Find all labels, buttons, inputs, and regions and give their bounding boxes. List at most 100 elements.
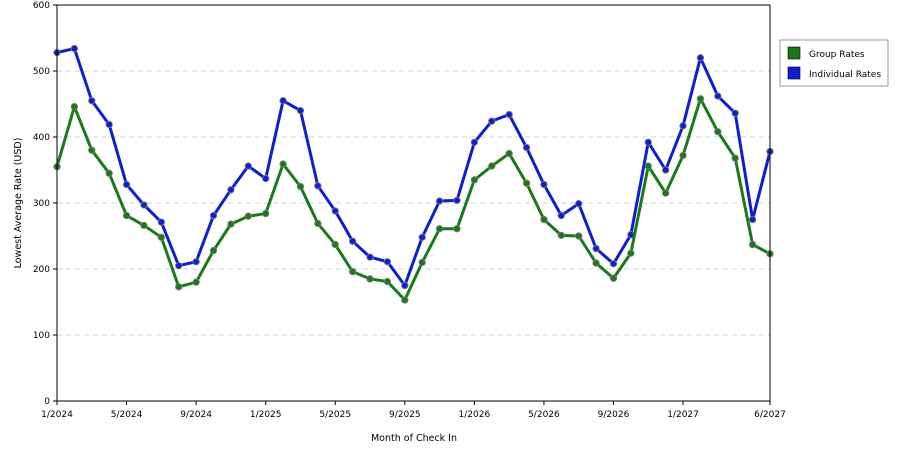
- data-point-individual-rates: [731, 109, 739, 117]
- data-point-group-rates: [314, 219, 322, 228]
- data-point-individual-rates: [366, 253, 374, 261]
- data-point-group-rates: [714, 128, 722, 136]
- data-point-individual-rates: [418, 233, 426, 241]
- y-tick-label: 500: [33, 67, 50, 77]
- data-point-individual-rates: [592, 244, 600, 253]
- data-point-individual-rates: [748, 215, 757, 224]
- y-tick-label: 200: [33, 265, 50, 275]
- x-tick-label: 6/2027: [754, 410, 786, 420]
- data-point-group-rates: [731, 154, 739, 162]
- data-point-individual-rates: [540, 180, 548, 189]
- data-point-individual-rates: [105, 120, 113, 129]
- data-point-individual-rates: [522, 143, 531, 152]
- x-tick-label: 1/2026: [459, 410, 491, 420]
- x-tick-label: 1/2027: [667, 410, 699, 420]
- data-point-group-rates: [157, 233, 165, 241]
- series-line-individual-rates: [56, 47, 772, 287]
- data-point-individual-rates: [348, 237, 357, 245]
- data-point-individual-rates: [453, 196, 461, 205]
- data-point-individual-rates: [401, 281, 409, 290]
- data-point-individual-rates: [609, 260, 618, 268]
- x-tick-label: 1/2025: [250, 410, 282, 420]
- data-point-individual-rates: [209, 211, 218, 220]
- data-point-group-rates: [122, 211, 131, 220]
- legend: Group Rates Individual Rates: [779, 39, 889, 87]
- data-point-group-rates: [435, 225, 444, 233]
- y-axis-ticks: 0 100 200 300 400 500 600: [33, 1, 57, 407]
- data-point-group-rates: [227, 220, 235, 228]
- x-tick-label: 5/2025: [319, 410, 351, 420]
- data-point-group-rates: [262, 209, 270, 218]
- data-point-individual-rates: [696, 54, 705, 62]
- legend-swatch-group-rates: [787, 46, 801, 60]
- data-point-group-rates: [296, 182, 305, 191]
- data-point-group-rates: [609, 274, 618, 282]
- data-point-group-rates: [88, 146, 96, 154]
- data-point-individual-rates: [227, 186, 235, 194]
- x-tick-label: 5/2024: [111, 410, 143, 420]
- data-point-group-rates: [748, 240, 757, 249]
- series-line-group-rates: [55, 97, 771, 302]
- data-point-individual-rates: [488, 117, 496, 125]
- x-tick-label: 5/2026: [528, 410, 560, 420]
- data-point-group-rates: [209, 246, 218, 255]
- data-point-individual-rates: [192, 258, 200, 266]
- y-axis-title: Lowest Average Rate (USD): [13, 138, 24, 269]
- data-point-group-rates: [453, 225, 461, 233]
- data-point-individual-rates: [435, 197, 444, 205]
- y-tick-label: 0: [44, 397, 50, 407]
- y-tick-label: 400: [33, 133, 50, 143]
- data-point-group-rates: [505, 149, 513, 158]
- data-point-individual-rates: [262, 174, 270, 183]
- x-axis-ticks: 1/2024 5/2024 9/2024 1/2025 5/2025 9/2025 1/20…: [41, 401, 786, 420]
- data-point-group-rates: [331, 240, 339, 249]
- data-point-individual-rates: [70, 44, 79, 53]
- data-point-individual-rates: [314, 182, 322, 190]
- data-point-group-rates: [627, 249, 635, 257]
- x-tick-label: 9/2024: [180, 410, 212, 420]
- data-point-individual-rates: [644, 138, 652, 146]
- legend-label-individual-rates: Individual Rates: [809, 70, 881, 80]
- data-point-individual-rates: [279, 97, 287, 105]
- data-point-group-rates: [366, 275, 374, 283]
- data-point-group-rates: [418, 258, 426, 267]
- data-point-individual-rates: [662, 166, 670, 174]
- data-point-group-rates: [644, 162, 652, 170]
- data-point-individual-rates: [505, 110, 513, 119]
- data-point-group-rates: [522, 179, 531, 187]
- data-point-individual-rates: [331, 207, 339, 215]
- data-point-group-rates: [140, 221, 148, 230]
- data-point-group-rates: [401, 296, 409, 304]
- x-tick-label: 9/2026: [598, 410, 630, 420]
- data-point-individual-rates: [383, 258, 392, 266]
- data-point-individual-rates: [122, 180, 131, 189]
- data-point-individual-rates: [140, 201, 148, 209]
- data-point-individual-rates: [679, 122, 687, 130]
- data-point-individual-rates: [157, 218, 165, 226]
- data-point-individual-rates: [575, 200, 583, 208]
- data-point-individual-rates: [557, 211, 565, 220]
- x-tick-label: 1/2024: [41, 410, 73, 420]
- data-point-group-rates: [557, 231, 565, 239]
- x-tick-label: 9/2025: [389, 410, 421, 420]
- data-point-group-rates: [470, 176, 479, 184]
- data-point-group-rates: [70, 102, 79, 111]
- data-point-group-rates: [540, 215, 548, 224]
- data-point-group-rates: [488, 162, 496, 170]
- data-point-group-rates: [679, 151, 687, 160]
- data-point-individual-rates: [88, 97, 96, 105]
- data-point-group-rates: [575, 232, 583, 240]
- y-tick-label: 100: [33, 331, 50, 341]
- data-point-group-rates: [192, 278, 200, 286]
- series-layer: [53, 44, 774, 304]
- data-point-group-rates: [244, 212, 252, 220]
- data-point-individual-rates: [714, 92, 722, 100]
- data-point-individual-rates: [470, 138, 479, 146]
- data-point-group-rates: [105, 169, 113, 177]
- data-point-individual-rates: [296, 106, 305, 115]
- y-tick-label: 300: [33, 199, 50, 209]
- data-point-group-rates: [696, 95, 705, 103]
- data-point-group-rates: [175, 283, 183, 291]
